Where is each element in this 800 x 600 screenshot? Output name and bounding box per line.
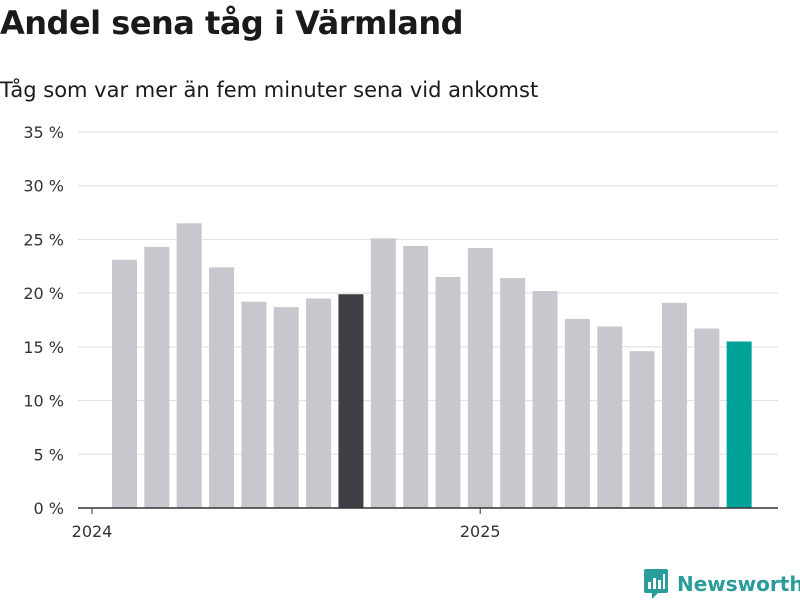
newsworthy-logo: Newsworthy xyxy=(644,569,800,599)
x-tick-label: 2025 xyxy=(460,522,501,541)
y-tick-label: 30 % xyxy=(23,177,64,196)
y-tick-label: 0 % xyxy=(34,499,64,518)
bar xyxy=(597,326,623,508)
x-tick-label: 2024 xyxy=(72,522,113,541)
y-tick-label: 20 % xyxy=(23,284,64,303)
y-tick-label: 10 % xyxy=(23,392,64,411)
bar xyxy=(273,307,299,508)
bar xyxy=(435,277,461,508)
bar xyxy=(241,301,267,508)
bar xyxy=(403,245,429,509)
bar xyxy=(370,238,396,508)
brand-name: Newsworthy xyxy=(677,572,800,596)
bar xyxy=(467,248,493,508)
bar xyxy=(694,328,720,508)
bar xyxy=(338,294,364,508)
bar xyxy=(500,278,526,508)
bar xyxy=(726,341,752,508)
newsworthy-logo-icon xyxy=(644,569,668,599)
bar xyxy=(532,290,558,508)
bar xyxy=(176,223,202,509)
y-tick-label: 15 % xyxy=(23,338,64,357)
bar xyxy=(144,246,170,508)
bar xyxy=(629,351,655,508)
y-tick-label: 35 % xyxy=(23,123,64,142)
bar xyxy=(112,259,137,508)
bar xyxy=(306,298,332,508)
chart-title: Andel sena tåg i Värmland xyxy=(0,4,464,42)
y-tick-label: 5 % xyxy=(34,445,64,464)
chart-subtitle: Tåg som var mer än fem minuter sena vid … xyxy=(0,78,539,102)
bar xyxy=(564,318,590,508)
y-tick-label: 25 % xyxy=(23,230,64,249)
bar xyxy=(209,267,235,508)
bar xyxy=(661,302,687,508)
